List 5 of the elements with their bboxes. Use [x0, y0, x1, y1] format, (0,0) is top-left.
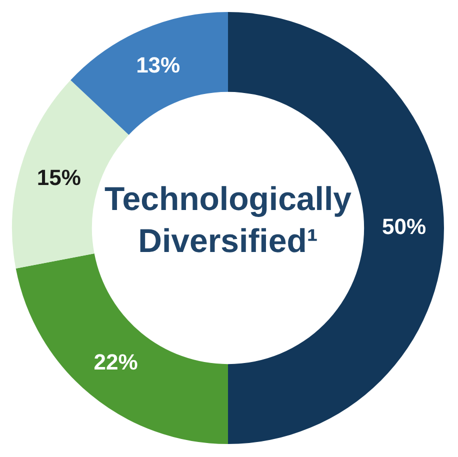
data-label: 15%	[36, 164, 81, 190]
data-label: 13%	[136, 52, 180, 78]
data-label: 50%	[382, 214, 426, 240]
data-label: 22%	[94, 350, 138, 375]
text: Technologically Diversified¹	[104, 179, 352, 261]
